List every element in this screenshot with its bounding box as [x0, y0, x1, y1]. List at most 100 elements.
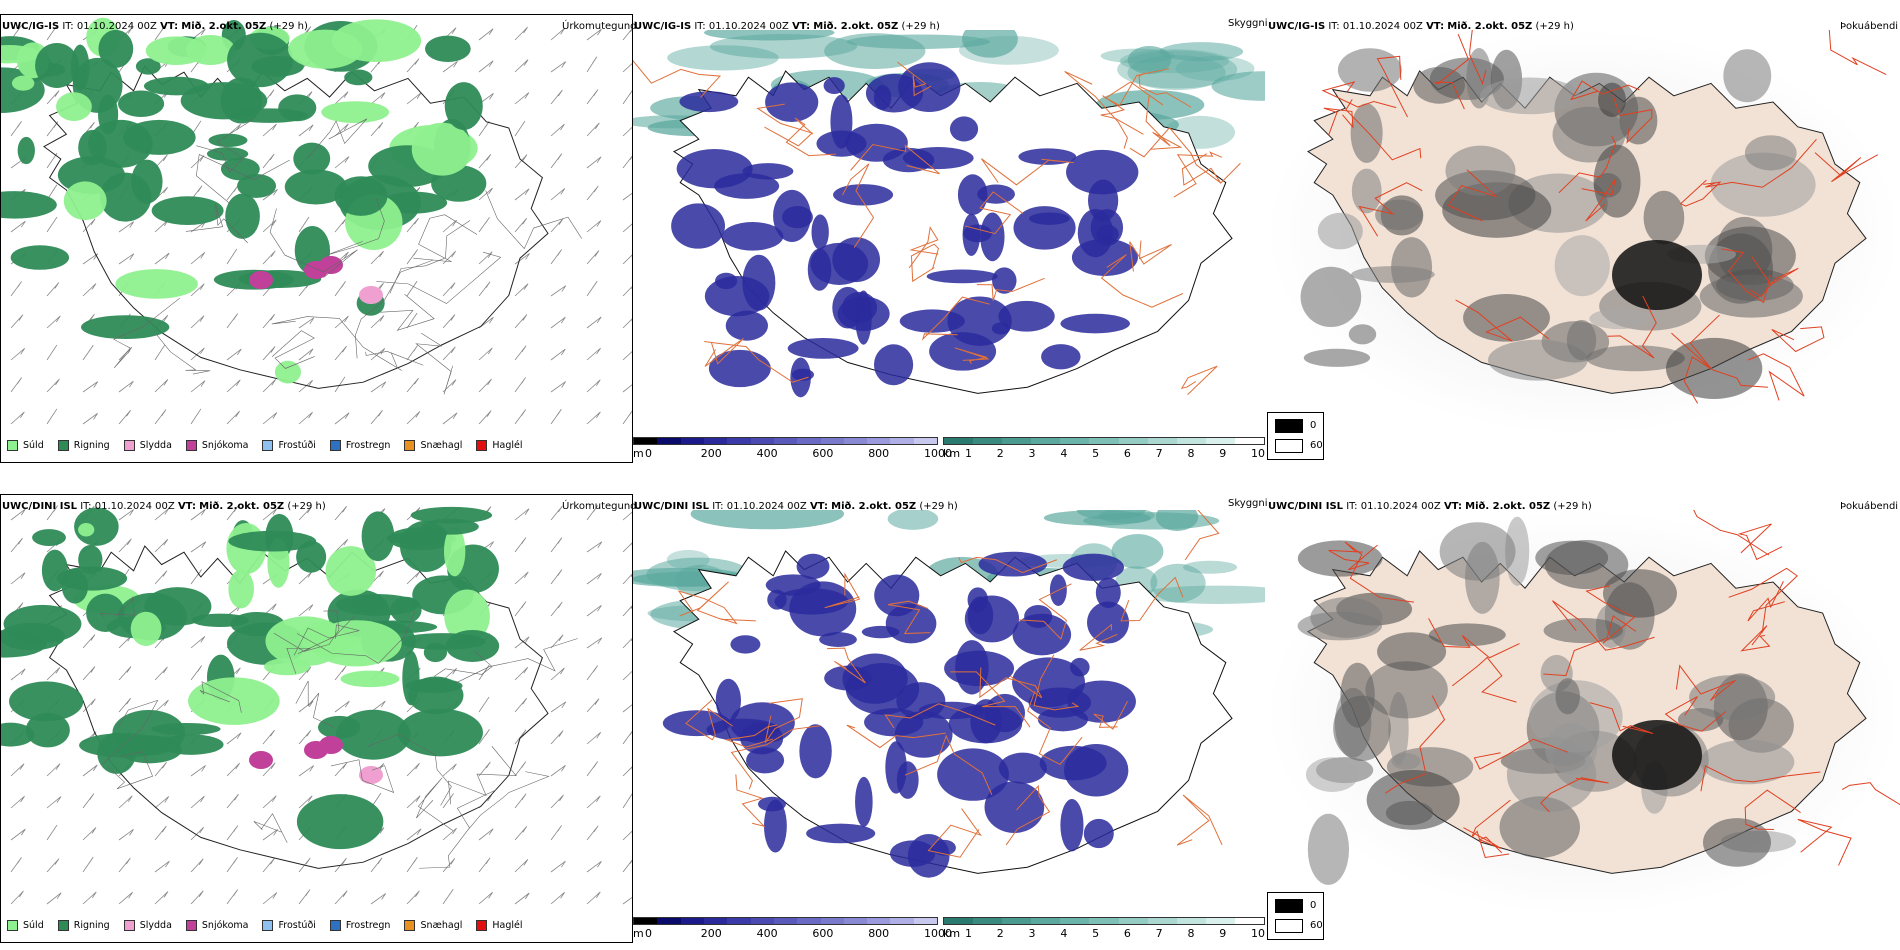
fog-title: Þokuábendi — [1840, 21, 1899, 32]
colorbar-unit: km — [943, 447, 961, 460]
precip-areas — [1, 17, 487, 384]
legend-item: Súld — [7, 920, 44, 931]
precip-title: Úrkomutegund — [562, 21, 637, 32]
legend-swatch — [57, 440, 69, 451]
header-row2-fog: UWC/DINI ISL IT: 01.10.2024 00Z VT: Mið.… — [1268, 501, 1592, 512]
colorbar-unit: m — [633, 447, 644, 460]
colorbar-tick-label: 1 — [965, 927, 972, 940]
visibility-map — [633, 30, 1265, 435]
colorbar-unit: km — [943, 927, 961, 940]
fog-panel-row1 — [1267, 30, 1900, 435]
legend-swatch — [329, 920, 341, 931]
legend-swatch — [123, 440, 135, 451]
colorbar-strip — [943, 437, 1265, 445]
legend-item: Slydda — [123, 920, 172, 931]
roads — [677, 510, 1223, 858]
colorbar-tick-label: 3 — [1028, 447, 1036, 460]
precip-panel-row1: Súld Rigning Slydda Snjókoma Frostúði Frostre… — [0, 14, 633, 463]
colorbar-tick-label: 9 — [1219, 927, 1227, 940]
colorbar-tick-label: 5 — [1092, 447, 1100, 460]
visibility-panel-row1 — [633, 30, 1265, 435]
legend-label: Rigning — [73, 440, 110, 451]
colorbar-tick-label: 6 — [1123, 927, 1131, 940]
legend-label: Slydda — [139, 440, 172, 451]
colorbar-tick-label: 800 — [868, 447, 890, 460]
roads — [1321, 30, 1887, 404]
colorbar-tick-label: 0 — [645, 447, 652, 460]
legend-label: Frostúði — [278, 440, 316, 451]
colorbar-tick-label: 1000 — [924, 927, 952, 940]
legend-item: Frostregn — [329, 920, 390, 931]
colorbar-tick-label: 6 — [1123, 447, 1131, 460]
legend-item: Súld — [7, 440, 44, 451]
header-row1-precip: UWC/IG-IS IT: 01.10.2024 00Z VT: Mið. 2.… — [2, 21, 308, 32]
legend-swatch — [185, 440, 197, 451]
precip-areas — [1, 506, 500, 850]
colorbar-tick-label: 5 — [1092, 927, 1100, 940]
colorbar-tick-label: 8 — [1187, 927, 1195, 940]
visibility-panel-row2 — [633, 510, 1265, 915]
legend-swatch — [404, 440, 416, 451]
cloudbase-colorbar: m 0 200 400 600 800 1000 — [633, 437, 952, 467]
colorbar-tick-label: 400 — [756, 927, 778, 940]
legend-label: Slydda — [139, 920, 172, 931]
legend-item: Frostregn — [329, 440, 390, 451]
fog-map — [1267, 30, 1900, 435]
visibility-colorbar: km 1 2 3 4 5 6 7 8 9 10 — [943, 917, 1265, 947]
legend-swatch — [476, 920, 488, 931]
legend-item: Rigning — [57, 440, 110, 451]
roads — [99, 596, 578, 869]
colorbar-tick-label: 4 — [1060, 927, 1068, 940]
visibility-map — [633, 510, 1265, 915]
colorbar-tick-label: 800 — [868, 927, 890, 940]
header-row1-vis: UWC/IG-IS IT: 01.10.2024 00Z VT: Mið. 2.… — [634, 21, 940, 32]
colorbar-tick-label: 7 — [1155, 927, 1163, 940]
colorbar-tick-label: 200 — [700, 927, 722, 940]
legend-swatch — [185, 920, 197, 931]
legend-swatch — [329, 440, 341, 451]
colorbar-strip — [633, 917, 938, 925]
colorbar-tick-label: 2 — [996, 447, 1004, 460]
legend-item: Rigning — [57, 920, 110, 931]
legend-swatch — [7, 440, 18, 451]
precip-map — [1, 15, 632, 462]
colorbar-strip — [943, 917, 1265, 925]
legend-label: Rigning — [73, 920, 110, 931]
colorbar-tick-label: 8 — [1187, 447, 1195, 460]
legend-swatch — [262, 920, 274, 931]
colorbar-tick-label: 7 — [1155, 447, 1163, 460]
legend-item: Snjókoma — [185, 920, 249, 931]
header-row1-fog: UWC/IG-IS IT: 01.10.2024 00Z VT: Mið. 2.… — [1268, 21, 1574, 32]
roads — [1328, 510, 1900, 866]
legend-item: Snjókoma — [185, 440, 248, 451]
legend-label: Súld — [23, 440, 44, 451]
legend-item: Haglél — [476, 440, 523, 451]
fog-shading — [1297, 516, 1796, 885]
legend-label: Haglél — [492, 440, 523, 451]
legend-item: Frostúði — [262, 440, 316, 451]
colorbar-tick-label: 4 — [1060, 447, 1068, 460]
roads — [633, 59, 1241, 395]
precip-map — [1, 495, 632, 942]
model-name: UWC/DINI ISL — [2, 501, 78, 512]
fog-title: Þokuábendi — [1840, 501, 1899, 512]
colorbar-tick-label: 0 — [645, 927, 652, 940]
colorbar-tick-label: 400 — [756, 447, 778, 460]
legend-swatch — [57, 920, 69, 931]
fog-panel-row2 — [1267, 510, 1900, 915]
legend-label: Súld — [23, 920, 44, 931]
legend-label: Snæhagl — [420, 920, 463, 931]
visibility-colorbar: km 1 2 3 4 5 6 7 8 9 10 — [943, 437, 1265, 467]
colorbar-tick-label: 200 — [700, 447, 722, 460]
legend-swatch — [476, 440, 488, 451]
fog-legend: 0 60 — [1267, 892, 1324, 940]
legend-swatch — [123, 920, 135, 931]
cloudbase-colorbar: m 0 200 400 600 800 1000 — [633, 917, 952, 947]
legend-label: Snjókoma — [201, 920, 249, 931]
colorbar-tick-label: 3 — [1028, 927, 1036, 940]
precip-legend: Súld Rigning Slydda Snjókoma Frostúði Frostre… — [7, 920, 531, 931]
colorbar-unit: m — [633, 927, 644, 940]
colorbar-tick-label: 600 — [812, 447, 834, 460]
precip-legend: Súld Rigning Slydda Snjókoma Frostúði Frostre… — [7, 440, 531, 451]
colorbar-tick-label: 600 — [812, 927, 834, 940]
